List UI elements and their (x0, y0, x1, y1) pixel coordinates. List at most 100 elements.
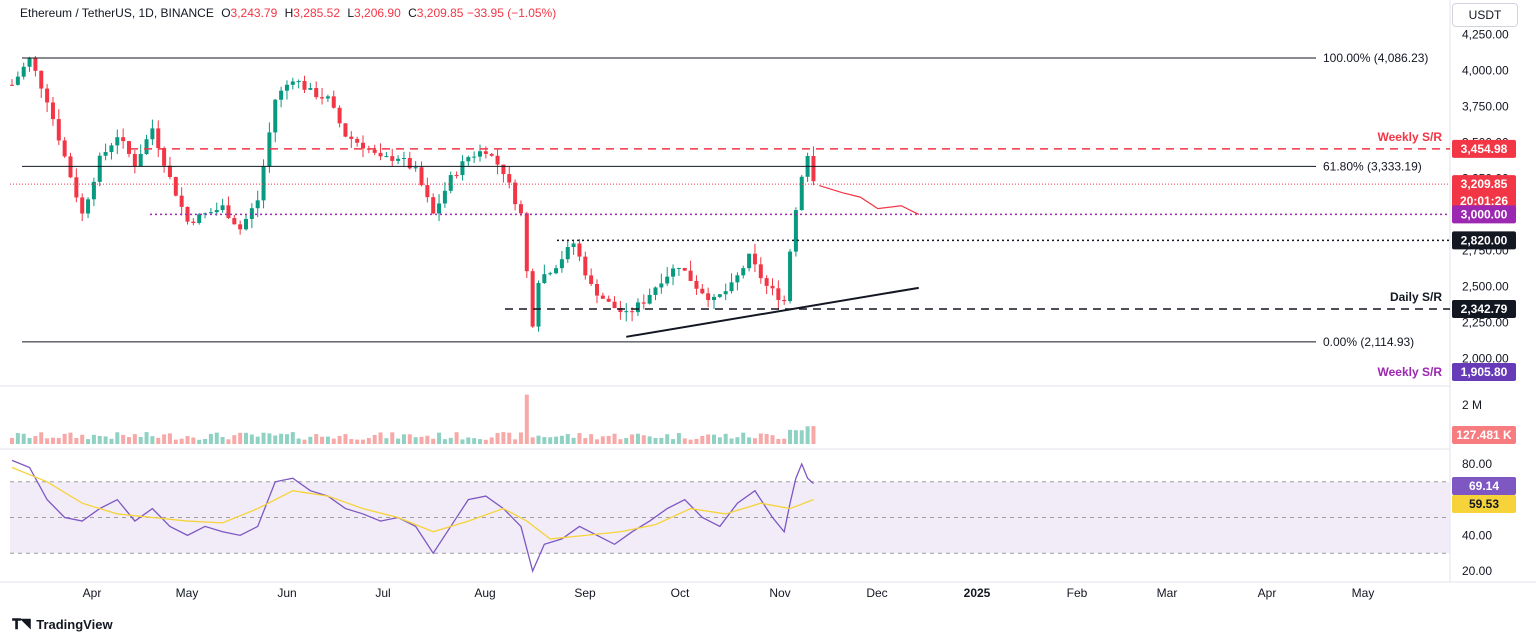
volume-bar (290, 432, 295, 444)
volume-bar (308, 436, 313, 444)
volume-bar (530, 437, 535, 444)
time-axis-tick: Sep (574, 586, 596, 600)
candle-body (127, 141, 131, 154)
candle-body (706, 293, 711, 301)
candle-body (384, 156, 389, 158)
low-label: L (347, 6, 355, 20)
volume-bar (214, 432, 219, 444)
candle-body (554, 268, 559, 274)
candle-body (355, 138, 360, 143)
volume-bar (21, 433, 26, 444)
candle-body (577, 243, 582, 257)
candle-body (132, 153, 137, 167)
rsi-value-badge-label: 69.14 (1469, 479, 1499, 493)
volume-bar (676, 433, 681, 444)
volume-bar (103, 436, 108, 444)
candle-body (694, 280, 699, 289)
candle-body (331, 96, 336, 108)
candle-body (150, 128, 155, 140)
volume-bar (127, 437, 131, 444)
candle-body (179, 195, 184, 207)
volume-bar (606, 435, 611, 444)
rsi-ma-line (11, 466, 814, 540)
candle-body (764, 278, 769, 286)
high-label: H (284, 6, 294, 20)
candle-body (255, 200, 260, 209)
candle-body (220, 205, 225, 211)
volume-bar (706, 434, 711, 444)
candle-body (431, 197, 436, 214)
candle-body (729, 282, 734, 292)
candle-body (97, 155, 102, 182)
candle-body (676, 267, 681, 269)
volume-bar (366, 438, 371, 444)
volume-bar (191, 437, 196, 444)
volume-bar (747, 437, 752, 444)
volume-bar (244, 432, 248, 444)
volume-bar (45, 438, 50, 444)
last-price-badge-label: 3,209.85 (1461, 177, 1508, 191)
dotted-level-badge-bg (1452, 231, 1516, 250)
candle-body (33, 57, 38, 71)
ascending-trendline (626, 286, 919, 338)
volume-bar (261, 432, 266, 444)
candle-body (536, 283, 541, 327)
time-axis-tick: Nov (769, 586, 790, 600)
volume-bar (641, 435, 646, 444)
volume-bar (10, 437, 14, 444)
volume-bar (173, 439, 178, 444)
daily-sr-price-badge-bg (1452, 300, 1516, 319)
time-axis-tick: Feb (1067, 586, 1088, 600)
candle-body (571, 243, 576, 248)
time-axis-tick: Mar (1157, 586, 1178, 600)
candle-body (15, 76, 20, 85)
candle-body (653, 287, 658, 295)
candle-body (583, 256, 588, 276)
candle-body (501, 164, 506, 175)
candle-body (630, 311, 635, 313)
candle-body (138, 154, 143, 167)
volume-bar (536, 435, 541, 444)
volume-bar (343, 434, 348, 444)
volume-bar (460, 439, 465, 444)
candle-body (56, 119, 61, 141)
volume-bar (542, 437, 547, 444)
volume-bar (355, 439, 360, 444)
time-axis-tick: Oct (671, 586, 690, 600)
currency-unit-button[interactable]: USDT (1452, 3, 1518, 27)
candle-body (261, 166, 266, 201)
candle-body (647, 294, 652, 304)
volume-bar (741, 432, 746, 444)
candle-body (115, 137, 120, 146)
volume-bar (700, 435, 705, 444)
candle-body (700, 288, 705, 294)
volume-bar (612, 433, 617, 444)
volume-bar (682, 438, 687, 444)
volume-bar (121, 434, 126, 444)
rsi-axis-tick: 40.00 (1462, 528, 1492, 542)
volume-bar (232, 435, 237, 444)
candle-body (284, 84, 289, 91)
volume-bar (507, 432, 512, 444)
candle-body (27, 57, 32, 67)
volume-bar (162, 434, 167, 444)
candle-body (799, 176, 804, 211)
volume-bar (472, 438, 477, 444)
volume-bar (302, 439, 307, 444)
weekly-sr-bottom-badge: 1,905.80 (1452, 362, 1516, 381)
volume-bar (249, 434, 254, 444)
volume-bar (167, 433, 172, 444)
candle-body (595, 283, 599, 296)
candle-body (74, 177, 79, 198)
candle-body (419, 167, 424, 186)
weekly-sr-price-badge-label: 3,454.98 (1461, 142, 1508, 156)
candle-body (396, 158, 401, 161)
volume-bar (86, 439, 91, 444)
candle-body (624, 311, 629, 313)
candle-body (524, 213, 529, 272)
candle-body (483, 151, 488, 154)
volume-bar (401, 434, 406, 444)
candle-body (249, 208, 254, 219)
candle-body (62, 140, 67, 157)
